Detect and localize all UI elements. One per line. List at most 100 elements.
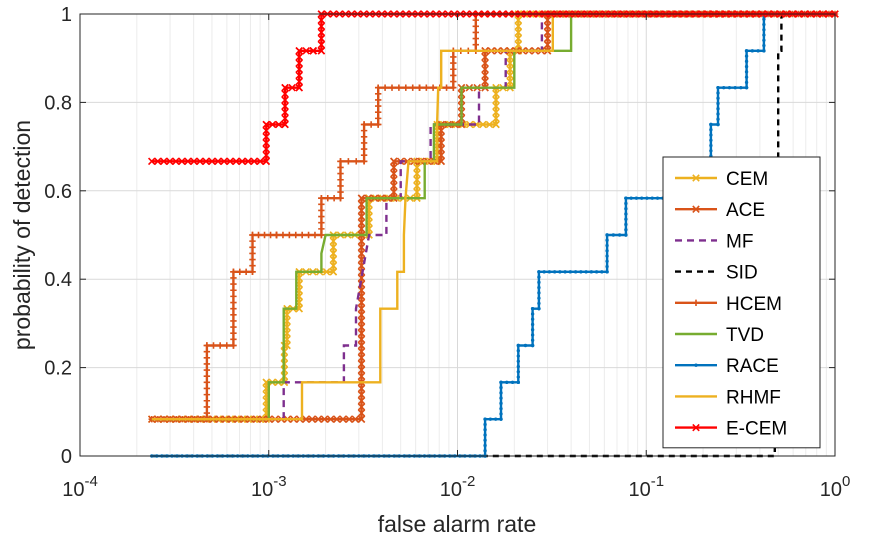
legend-marker xyxy=(692,174,700,182)
series-marker xyxy=(357,335,366,344)
series-marker xyxy=(261,231,268,239)
series-marker xyxy=(275,120,283,129)
series-marker xyxy=(220,157,228,166)
series-marker xyxy=(516,354,521,358)
series-marker xyxy=(337,176,344,183)
series-marker xyxy=(283,311,291,319)
series-marker xyxy=(230,293,237,300)
y-axis-label: probability of detection xyxy=(9,120,35,350)
series-marker xyxy=(166,157,174,166)
series-marker xyxy=(594,270,599,274)
series-marker xyxy=(353,158,360,165)
series-marker xyxy=(317,34,326,43)
series-marker xyxy=(423,84,430,91)
series-marker xyxy=(530,333,535,337)
legend-item-rhmf: RHMF xyxy=(675,387,781,408)
series-marker xyxy=(413,163,421,172)
series-marker xyxy=(516,370,521,374)
series-marker xyxy=(744,75,749,79)
series-marker xyxy=(281,114,289,123)
series-marker xyxy=(317,47,326,55)
series-marker xyxy=(429,84,437,91)
series-marker xyxy=(733,85,737,90)
series-marker xyxy=(223,342,230,349)
series-marker xyxy=(203,342,211,349)
series-marker xyxy=(437,133,445,141)
series-marker xyxy=(624,207,628,211)
series-marker xyxy=(203,385,211,392)
series-marker xyxy=(232,157,240,166)
series-marker xyxy=(208,157,216,166)
series-marker xyxy=(298,231,306,239)
series-marker xyxy=(505,380,509,385)
series-marker xyxy=(357,317,366,325)
series-marker xyxy=(506,53,514,61)
series-marker xyxy=(262,126,271,135)
x-tick-label: 100 xyxy=(820,473,851,501)
series-marker xyxy=(230,330,237,337)
series-marker xyxy=(184,157,192,166)
series-marker xyxy=(230,323,237,331)
series-marker xyxy=(357,396,366,405)
series-rhmf xyxy=(151,12,835,421)
series-marker xyxy=(202,157,210,166)
series-marker xyxy=(514,28,523,37)
series-marker xyxy=(357,206,366,215)
series-marker xyxy=(360,139,368,147)
series-marker xyxy=(624,196,628,200)
series-marker xyxy=(692,205,700,213)
series-marker xyxy=(230,280,237,288)
series-marker xyxy=(537,275,541,279)
series-marker xyxy=(530,338,535,342)
series-marker xyxy=(716,112,720,116)
series-marker xyxy=(492,108,500,116)
series-marker xyxy=(357,341,366,350)
series-marker xyxy=(481,71,489,80)
series-marker xyxy=(374,109,382,116)
series-marker xyxy=(694,363,698,367)
series-marker xyxy=(196,157,204,166)
series-tvd xyxy=(151,12,835,421)
series-marker xyxy=(329,237,338,245)
series-marker xyxy=(716,96,720,100)
series-marker xyxy=(281,120,289,129)
legend-marker xyxy=(692,423,700,432)
series-marker xyxy=(624,201,628,206)
series-marker xyxy=(443,84,450,91)
series-marker xyxy=(360,121,368,128)
series-marker xyxy=(499,396,503,400)
series-marker xyxy=(722,85,726,90)
series-marker xyxy=(360,133,368,140)
series-marker xyxy=(262,139,271,147)
series-marker xyxy=(543,16,552,24)
series-marker xyxy=(262,133,271,141)
series-marker xyxy=(230,311,237,318)
series-marker xyxy=(543,22,552,31)
series-marker xyxy=(283,329,291,337)
series-marker xyxy=(230,274,237,282)
y-tick-label: 0 xyxy=(61,446,72,468)
series-marker xyxy=(357,225,366,233)
legend-label: E-CEM xyxy=(726,419,787,440)
series-marker xyxy=(450,84,457,91)
x-tick-label: 10-3 xyxy=(251,473,287,501)
series-marker xyxy=(413,182,421,190)
series-marker xyxy=(249,268,256,276)
legend-label: SID xyxy=(726,263,758,284)
series-marker xyxy=(762,33,766,37)
series-marker xyxy=(584,270,588,274)
series-marker xyxy=(624,222,628,227)
legend-label: TVD xyxy=(726,325,764,346)
series-marker xyxy=(273,231,280,239)
series-marker xyxy=(499,391,503,395)
legend-item-e-cem: E-CEM xyxy=(675,419,787,440)
series-marker xyxy=(744,49,749,53)
series-marker xyxy=(744,59,749,64)
series-marker xyxy=(650,196,654,200)
series-marker xyxy=(357,274,366,282)
series-marker xyxy=(579,270,583,274)
series-marker xyxy=(450,72,457,79)
series-marker xyxy=(203,409,211,417)
series-marker xyxy=(488,417,493,421)
series-marker xyxy=(249,250,256,257)
